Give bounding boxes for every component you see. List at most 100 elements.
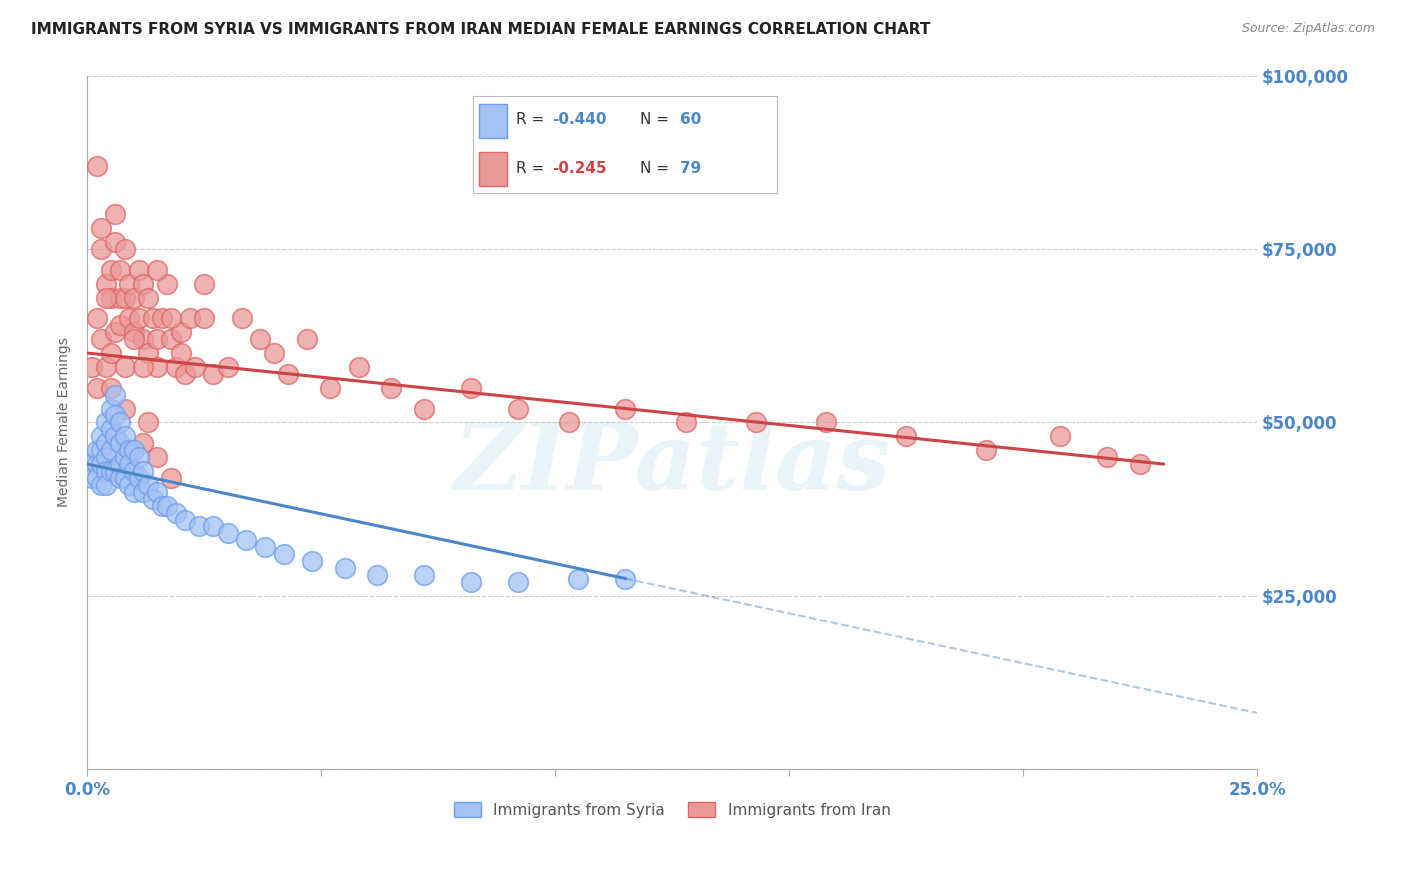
Point <box>100 262 122 277</box>
Point <box>614 401 637 416</box>
Point <box>136 416 159 430</box>
Point <box>90 429 112 443</box>
Point <box>114 242 136 256</box>
Point <box>136 291 159 305</box>
Point <box>100 401 122 416</box>
Point <box>104 207 127 221</box>
Point <box>86 159 108 173</box>
Point <box>114 359 136 374</box>
Point <box>170 325 193 339</box>
Point <box>108 416 131 430</box>
Point <box>460 381 482 395</box>
Point <box>160 311 183 326</box>
Point <box>90 457 112 471</box>
Point <box>156 277 179 291</box>
Point <box>614 572 637 586</box>
Point <box>380 381 402 395</box>
Point <box>146 332 169 346</box>
Point <box>94 277 117 291</box>
Point <box>114 291 136 305</box>
Point <box>128 311 150 326</box>
Point <box>128 471 150 485</box>
Point <box>179 311 201 326</box>
Point <box>90 478 112 492</box>
Point <box>80 457 103 471</box>
Point <box>413 401 436 416</box>
Point <box>235 533 257 548</box>
Point <box>108 291 131 305</box>
Point <box>94 450 117 464</box>
Point <box>132 484 155 499</box>
Point <box>108 471 131 485</box>
Point <box>128 450 150 464</box>
Point <box>100 381 122 395</box>
Point <box>132 436 155 450</box>
Point <box>118 277 141 291</box>
Point <box>122 332 145 346</box>
Point <box>150 311 173 326</box>
Point <box>160 332 183 346</box>
Point <box>165 359 187 374</box>
Point <box>118 311 141 326</box>
Point <box>114 471 136 485</box>
Point <box>150 499 173 513</box>
Point <box>745 416 768 430</box>
Point <box>146 450 169 464</box>
Point <box>347 359 370 374</box>
Point <box>506 401 529 416</box>
Point <box>202 367 225 381</box>
Point <box>114 450 136 464</box>
Point <box>170 346 193 360</box>
Point <box>142 491 165 506</box>
Point <box>86 381 108 395</box>
Point <box>104 429 127 443</box>
Point <box>128 262 150 277</box>
Text: ZIPatlas: ZIPatlas <box>454 419 890 509</box>
Point <box>90 332 112 346</box>
Point <box>122 484 145 499</box>
Point <box>249 332 271 346</box>
Point <box>174 512 197 526</box>
Point <box>184 359 207 374</box>
Point <box>675 416 697 430</box>
Point <box>90 221 112 235</box>
Legend: Immigrants from Syria, Immigrants from Iran: Immigrants from Syria, Immigrants from I… <box>447 797 897 824</box>
Point <box>118 478 141 492</box>
Point <box>86 457 108 471</box>
Point <box>104 464 127 478</box>
Point <box>94 478 117 492</box>
Point <box>94 359 117 374</box>
Point <box>80 359 103 374</box>
Point <box>193 311 215 326</box>
Point <box>100 346 122 360</box>
Point <box>90 443 112 458</box>
Point <box>132 359 155 374</box>
Point <box>108 262 131 277</box>
Point <box>118 457 141 471</box>
Point <box>80 471 103 485</box>
Point <box>100 464 122 478</box>
Point <box>100 291 122 305</box>
Point <box>815 416 838 430</box>
Point <box>132 464 155 478</box>
Point <box>1095 450 1118 464</box>
Point <box>160 471 183 485</box>
Point <box>94 436 117 450</box>
Point <box>114 429 136 443</box>
Point <box>114 401 136 416</box>
Point <box>301 554 323 568</box>
Point <box>217 526 239 541</box>
Point <box>142 311 165 326</box>
Y-axis label: Median Female Earnings: Median Female Earnings <box>58 337 72 508</box>
Point <box>118 443 141 458</box>
Point <box>174 367 197 381</box>
Point <box>1129 457 1152 471</box>
Point <box>156 499 179 513</box>
Point <box>94 416 117 430</box>
Point <box>104 325 127 339</box>
Point <box>108 318 131 333</box>
Text: Source: ZipAtlas.com: Source: ZipAtlas.com <box>1241 22 1375 36</box>
Point <box>94 464 117 478</box>
Point <box>506 574 529 589</box>
Point <box>413 568 436 582</box>
